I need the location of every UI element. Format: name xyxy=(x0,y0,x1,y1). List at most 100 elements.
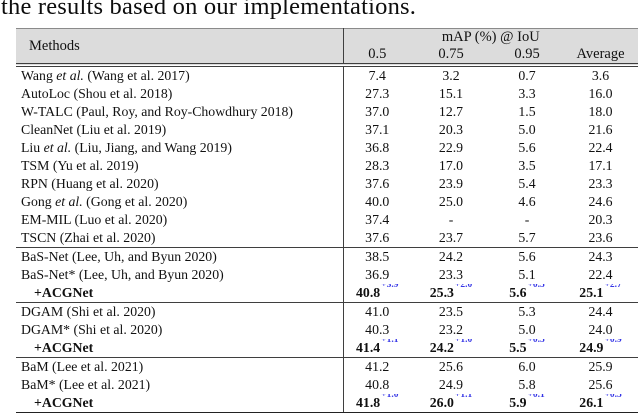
method-text: DGAM* (Shi et al. 2020) xyxy=(21,322,163,337)
value-cell: 23.6 xyxy=(563,229,638,248)
value-cell: 5.9+0.1 xyxy=(491,394,563,413)
delta-gain-superscript: +2.7 xyxy=(604,284,622,290)
value-text: 18.0 xyxy=(588,104,613,119)
value-text: 3.5 xyxy=(518,158,536,173)
method-cell: Liu et al. (Liu, Jiang, and Wang 2019) xyxy=(16,139,343,157)
method-cell: BaM (Lee et al. 2021) xyxy=(16,357,343,376)
value-cell: 5.6 xyxy=(491,247,563,266)
value-text: 40.8 xyxy=(365,377,390,392)
method-text: Wang xyxy=(21,68,57,83)
header-iou-0.95: 0.95 xyxy=(491,46,563,67)
method-text: AutoLoc (Shou et al. 2018) xyxy=(21,86,173,101)
value-cell: 5.0 xyxy=(491,121,563,139)
method-cell: BaM* (Lee et al. 2021) xyxy=(16,376,343,394)
value-cell: 41.2 xyxy=(342,357,411,376)
value-cell: 26.1+0.5 xyxy=(563,394,639,413)
value-text: 40.8 xyxy=(356,285,381,300)
value-cell: 5.4 xyxy=(491,175,563,193)
value-cell: 17.0 xyxy=(411,157,491,175)
value-cell: 23.2 xyxy=(411,321,491,339)
value-text: 3.3 xyxy=(518,86,536,101)
value-text: 40.0 xyxy=(365,194,390,209)
value-text: 25.9 xyxy=(588,359,613,374)
value-text: 37.6 xyxy=(365,230,390,245)
value-cell: 37.0 xyxy=(342,103,411,121)
table-row: RPN (Huang et al. 2020) 37.6 23.9 5.4 23.3 xyxy=(16,175,638,193)
value-cell: 37.6 xyxy=(342,229,411,248)
value-text: 5.8 xyxy=(518,377,536,392)
table-row: EM-MIL (Luo et al. 2020) 37.4 - - 20.3 xyxy=(16,211,638,229)
method-text: BaS-Net* (Lee, Uh, and Byun 2020) xyxy=(21,267,224,282)
caption-text: the results based on our implementations… xyxy=(1,0,417,20)
value-text: 24.9 xyxy=(579,340,604,355)
value-cell: 5.7 xyxy=(491,229,563,248)
method-etal-italic: et al. xyxy=(43,140,72,155)
value-text: 22.4 xyxy=(588,140,613,155)
value-text: 37.4 xyxy=(365,212,390,227)
value-cell: 23.5 xyxy=(411,302,491,321)
value-cell: 5.3 xyxy=(491,302,563,321)
value-cell: 18.0 xyxy=(563,103,638,121)
value-cell: 24.6 xyxy=(563,193,638,211)
table-row: +ACGNet 40.8+3.9 25.3+2.0 5.6+0.5 25.1+2.7 xyxy=(16,284,638,303)
value-cell: 37.1 xyxy=(342,121,411,139)
value-cell: 24.3 xyxy=(563,247,639,266)
delta-gain-superscript: +0.5 xyxy=(604,394,622,400)
value-text: 24.2 xyxy=(438,249,464,264)
value-text: 24.6 xyxy=(588,194,613,209)
header-average: Average xyxy=(563,46,639,67)
value-text: 26.1 xyxy=(579,395,604,410)
value-cell: 37.4 xyxy=(342,211,411,229)
delta-gain-superscript: +0.5 xyxy=(527,339,545,345)
value-cell: 28.3 xyxy=(342,157,411,175)
table-row: CleanNet (Liu et al. 2019) 37.1 20.3 5.0 21.… xyxy=(16,121,638,139)
value-text: 17.1 xyxy=(588,158,613,173)
value-text: 22.9 xyxy=(438,140,464,155)
table-row: +ACGNet 41.4+1.1 24.2+1.0 5.5+0.5 24.9+0.9 xyxy=(16,339,638,358)
value-cell: 24.4 xyxy=(563,302,639,321)
value-text: 22.4 xyxy=(588,267,613,282)
value-text: 16.0 xyxy=(588,86,613,101)
value-text: 24.9 xyxy=(438,377,464,392)
method-text: TSCN (Zhai et al. 2020) xyxy=(21,230,156,245)
value-cell: 3.2 xyxy=(411,65,491,85)
value-text: 40.3 xyxy=(365,322,390,337)
method-text: +ACGNet xyxy=(34,340,94,355)
value-text: 1.5 xyxy=(518,104,536,119)
value-text: 5.7 xyxy=(518,230,536,245)
delta-gain-superscript: +1.1 xyxy=(454,394,473,400)
value-text: 3.6 xyxy=(591,68,610,83)
value-text: 15.1 xyxy=(438,86,464,101)
value-text: 5.6 xyxy=(518,140,536,155)
value-text: 28.3 xyxy=(365,158,390,173)
header-iou-0.75: 0.75 xyxy=(411,46,491,67)
value-cell: 5.6+0.5 xyxy=(491,284,563,303)
value-text: 41.8 xyxy=(356,395,381,410)
value-text: 23.5 xyxy=(438,304,464,319)
value-text: 23.7 xyxy=(438,230,464,245)
value-text: 37.6 xyxy=(365,176,390,191)
table-body: Wang et al. (Wang et al. 2017) 7.4 3.2 0.7 3… xyxy=(16,65,639,413)
method-cell: DGAM* (Shi et al. 2020) xyxy=(16,321,343,339)
value-cell: 5.0 xyxy=(491,321,563,339)
method-text: W-TALC (Paul, Roy, and Roy-Chowdhury 201… xyxy=(21,104,293,119)
table-row: BaM* (Lee et al. 2021) 40.8 24.9 5.8 25.6 xyxy=(16,376,638,394)
value-cell: - xyxy=(491,211,563,229)
method-text: Gong xyxy=(21,194,56,209)
value-text: 5.0 xyxy=(518,122,536,137)
method-text: BaM* (Lee et al. 2021) xyxy=(21,377,151,392)
table-row: Liu et al. (Liu, Jiang, and Wang 2019) 36… xyxy=(16,139,638,157)
value-cell: 25.6 xyxy=(563,376,638,394)
value-cell: 25.3+2.0 xyxy=(411,284,491,303)
value-text: 24.2 xyxy=(429,340,454,355)
value-text: 21.6 xyxy=(588,122,613,137)
value-cell: 20.3 xyxy=(411,121,491,139)
value-text: 5.6 xyxy=(509,285,527,300)
value-cell: 25.9 xyxy=(563,357,639,376)
method-etal-italic: et al. xyxy=(55,194,83,209)
method-text: CleanNet (Liu et al. 2019) xyxy=(21,122,167,137)
value-cell: 3.3 xyxy=(491,85,563,103)
method-cell: +ACGNet xyxy=(16,339,343,358)
table-row: DGAM (Shi et al. 2020) 41.0 23.5 5.3 24.4 xyxy=(16,302,639,321)
method-text: EM-MIL (Luo et al. 2020) xyxy=(21,212,168,227)
